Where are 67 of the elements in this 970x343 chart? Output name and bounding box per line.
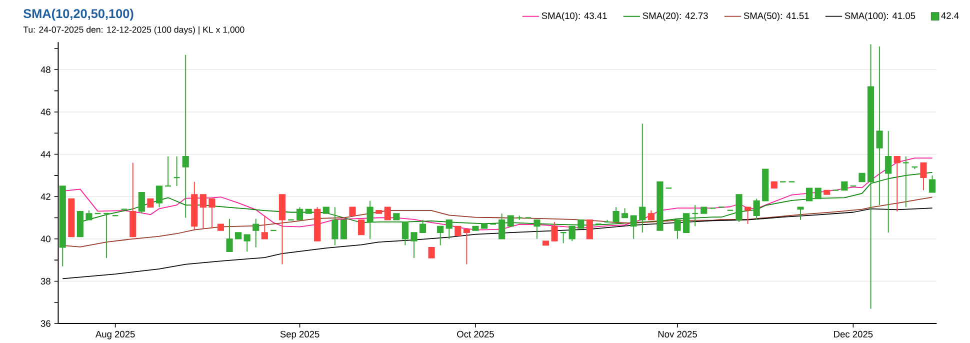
y-tick-label: 36 xyxy=(40,320,50,327)
candlestick xyxy=(200,194,206,229)
candlestick xyxy=(534,219,540,240)
y-tick-label: 40 xyxy=(40,236,50,242)
candlestick xyxy=(806,188,813,202)
candlestick xyxy=(384,206,391,220)
candlestick xyxy=(454,226,462,236)
candlestick xyxy=(814,188,822,200)
x-tick-label: Nov 2025 xyxy=(658,330,697,338)
candlestick xyxy=(428,246,435,258)
candlestick xyxy=(261,215,268,240)
candlestick xyxy=(894,156,900,212)
legend-label: SMA(10): 43.41 xyxy=(542,12,607,21)
y-tick-label: 38 xyxy=(40,278,50,284)
candlestick xyxy=(296,206,304,220)
legend-label: SMA(20): 42.73 xyxy=(642,12,708,21)
candlestick xyxy=(358,219,365,236)
candlestick xyxy=(507,215,514,227)
candlestick xyxy=(586,219,593,240)
candlestick xyxy=(753,198,760,220)
candlestick xyxy=(366,200,374,240)
candlestick xyxy=(630,215,637,240)
x-tick-label: Aug 2025 xyxy=(95,330,135,340)
y-tick-label: 46 xyxy=(40,108,50,116)
legend-label: SMA(100): 41.05 xyxy=(844,12,916,21)
y-tick-label: 48 xyxy=(40,66,50,73)
candlestick xyxy=(226,218,233,252)
candlestick xyxy=(639,123,646,233)
candlestick xyxy=(920,162,927,191)
candlestick xyxy=(674,219,681,240)
line-series xyxy=(62,208,933,280)
candlestick xyxy=(410,232,418,258)
y-tick-label: 42 xyxy=(40,193,50,200)
candlestick xyxy=(208,198,216,229)
candlestick xyxy=(568,226,576,242)
candlestick xyxy=(551,221,558,242)
candlestick xyxy=(446,219,452,240)
candlestick xyxy=(182,54,189,218)
candlestick xyxy=(797,206,804,220)
candlestick xyxy=(683,213,690,233)
x-tick-label: Oct 2025 xyxy=(457,330,494,338)
candlestick xyxy=(885,130,892,233)
candlestick xyxy=(252,218,260,248)
chart-subtitle: Tu: 24-07-2025 den: 12-12-2025 (100 days) | KL x 1,000 xyxy=(23,26,244,34)
candlestick xyxy=(648,210,654,220)
x-tick-label: Sep 2025 xyxy=(280,330,320,340)
x-tick-label: Dec 2025 xyxy=(834,330,873,338)
candlestick xyxy=(156,185,163,208)
y-tick-label: 44 xyxy=(40,151,51,158)
candlestick xyxy=(419,219,426,233)
candlestick xyxy=(340,219,348,240)
candlestick xyxy=(332,206,338,246)
legend-label: SMA(50): 41.51 xyxy=(744,12,809,21)
candlestick xyxy=(463,228,470,265)
candlestick xyxy=(498,212,506,240)
candlestick xyxy=(612,206,620,222)
chart-title: SMA(10,20,50,100) xyxy=(23,8,134,21)
candlestick xyxy=(902,156,910,208)
candlestick xyxy=(402,221,408,246)
candlestick xyxy=(86,210,92,220)
candlestick xyxy=(437,226,444,246)
candlestick xyxy=(244,234,250,252)
candlestick xyxy=(928,174,936,193)
candlestick xyxy=(138,192,145,214)
candlestick xyxy=(622,208,628,218)
candlestick xyxy=(876,46,883,206)
legend-label: 42.4 xyxy=(941,12,959,19)
